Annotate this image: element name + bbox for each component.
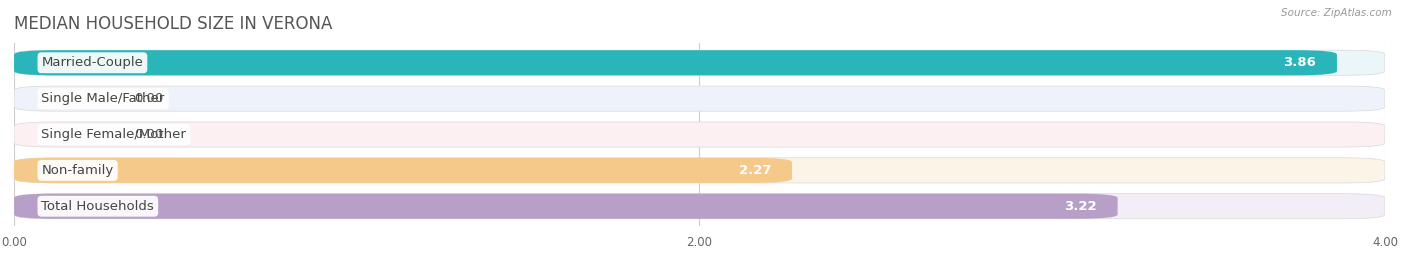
FancyBboxPatch shape xyxy=(14,50,1385,75)
Text: MEDIAN HOUSEHOLD SIZE IN VERONA: MEDIAN HOUSEHOLD SIZE IN VERONA xyxy=(14,15,332,33)
Text: 0.00: 0.00 xyxy=(134,128,163,141)
Text: 3.86: 3.86 xyxy=(1284,56,1316,69)
FancyBboxPatch shape xyxy=(14,86,1385,111)
Text: Total Households: Total Households xyxy=(42,200,155,213)
FancyBboxPatch shape xyxy=(14,158,792,183)
FancyBboxPatch shape xyxy=(14,122,1385,147)
Text: 3.22: 3.22 xyxy=(1064,200,1097,213)
FancyBboxPatch shape xyxy=(14,50,1337,75)
FancyBboxPatch shape xyxy=(14,194,1385,219)
Text: Single Male/Father: Single Male/Father xyxy=(42,92,165,105)
Text: Married-Couple: Married-Couple xyxy=(42,56,143,69)
Text: Single Female/Mother: Single Female/Mother xyxy=(42,128,187,141)
Text: 0.00: 0.00 xyxy=(134,92,163,105)
FancyBboxPatch shape xyxy=(14,194,1118,219)
Text: 2.27: 2.27 xyxy=(740,164,772,177)
Text: Source: ZipAtlas.com: Source: ZipAtlas.com xyxy=(1281,8,1392,18)
Text: Non-family: Non-family xyxy=(42,164,114,177)
FancyBboxPatch shape xyxy=(14,158,1385,183)
